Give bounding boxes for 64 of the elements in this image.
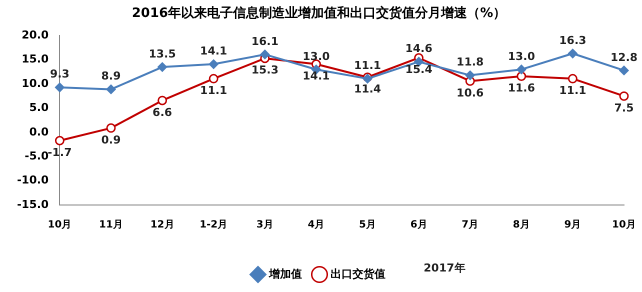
x-tick-label: 11月 bbox=[99, 220, 123, 231]
y-tick-label: 20.0 bbox=[22, 28, 50, 42]
x-tick-label: 7月 bbox=[462, 220, 479, 231]
data-label: 6.6 bbox=[152, 106, 172, 119]
data-label: 11.1 bbox=[559, 84, 586, 98]
data-label: 14.1 bbox=[302, 70, 330, 83]
x-tick-label: 4月 bbox=[308, 220, 325, 231]
point bbox=[54, 136, 64, 146]
point bbox=[619, 66, 629, 76]
x-tick-label: 6月 bbox=[410, 220, 428, 231]
x-tick-label: 12月 bbox=[150, 220, 174, 231]
data-label: 14.6 bbox=[405, 42, 433, 56]
y-tick-label: -10.0 bbox=[16, 174, 50, 187]
data-label: 8.9 bbox=[101, 70, 121, 83]
data-label: 12.8 bbox=[610, 50, 638, 64]
data-label: 11.1 bbox=[200, 84, 228, 98]
point bbox=[619, 91, 629, 101]
point bbox=[260, 50, 270, 60]
data-label: 11.1 bbox=[354, 59, 382, 72]
legend-label: 出口交货值 bbox=[330, 267, 386, 280]
data-label: 16.1 bbox=[251, 34, 278, 48]
point bbox=[516, 64, 526, 74]
data-label: 11.4 bbox=[354, 82, 382, 96]
x-tick-label: 5月 bbox=[359, 220, 376, 231]
point bbox=[568, 74, 578, 84]
data-label: 11.6 bbox=[508, 82, 536, 95]
data-label: 0.9 bbox=[101, 133, 121, 146]
data-label: 13.5 bbox=[148, 47, 176, 60]
y-tick-label: -15.0 bbox=[16, 198, 50, 211]
point bbox=[158, 62, 168, 72]
y-tick-label: 15.0 bbox=[22, 52, 50, 66]
x-tick-label: 9月 bbox=[564, 220, 582, 231]
x-tick-label: 3月 bbox=[256, 220, 274, 231]
y-tick-label: 10.0 bbox=[22, 76, 50, 90]
data-label: 14.1 bbox=[200, 44, 228, 58]
point bbox=[568, 48, 578, 58]
data-label: 13.0 bbox=[508, 50, 536, 63]
y-tick-label: 0.0 bbox=[29, 125, 50, 138]
point bbox=[208, 59, 218, 69]
x-tick-label: 1-2月 bbox=[200, 220, 228, 231]
data-label: 13.0 bbox=[302, 50, 330, 63]
point bbox=[106, 123, 116, 133]
data-label: 15.4 bbox=[405, 63, 433, 76]
point bbox=[158, 96, 168, 106]
legend-label: 增加值 bbox=[268, 267, 302, 280]
data-label: 10.6 bbox=[456, 86, 484, 100]
data-label: 15.3 bbox=[251, 64, 278, 77]
point bbox=[516, 72, 526, 82]
data-label: -1.7 bbox=[48, 146, 72, 159]
text: 2017年 bbox=[424, 261, 466, 274]
x-tick-label: 10月 bbox=[612, 220, 636, 231]
y-tick-label: -5.0 bbox=[24, 149, 50, 162]
data-label: 9.3 bbox=[50, 68, 70, 81]
point bbox=[465, 70, 475, 80]
point bbox=[54, 82, 64, 92]
y-tick-label: 5.0 bbox=[29, 101, 50, 114]
data-label: 7.5 bbox=[614, 101, 634, 114]
data-label: 11.8 bbox=[456, 56, 484, 69]
x-tick-label: 10月 bbox=[48, 220, 72, 231]
x-tick-label: 8月 bbox=[512, 220, 530, 231]
data-label: 16.3 bbox=[559, 34, 586, 47]
chart-title: 2016年以来电子信息制造业增加值和出口交货值分月增速（%） bbox=[132, 5, 506, 22]
point bbox=[106, 84, 116, 94]
point bbox=[208, 74, 218, 84]
